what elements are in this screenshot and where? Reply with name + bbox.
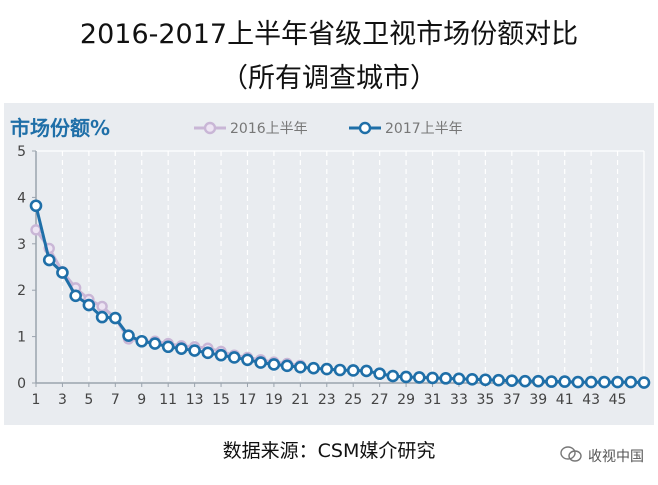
data-point-2017 bbox=[558, 375, 571, 388]
data-point-2017 bbox=[518, 374, 532, 388]
data-point-2017 bbox=[360, 364, 373, 378]
x-tick-label: 1 bbox=[32, 392, 41, 408]
data-point-2017 bbox=[479, 373, 492, 387]
data-point-2017 bbox=[56, 266, 69, 279]
data-point-2017 bbox=[426, 371, 439, 385]
series-line-2017 bbox=[34, 205, 645, 384]
data-point-2017 bbox=[439, 372, 453, 385]
x-tick-label: 43 bbox=[582, 392, 600, 408]
data-point-2017 bbox=[148, 337, 162, 350]
data-point-2017 bbox=[95, 310, 109, 324]
x-tick-label: 17 bbox=[239, 392, 257, 408]
data-point-2017 bbox=[637, 376, 651, 389]
data-point-2017 bbox=[42, 253, 56, 267]
data-point-2017 bbox=[624, 375, 638, 389]
data-point-2017 bbox=[545, 375, 558, 388]
legend-marker-2016 bbox=[203, 121, 217, 135]
x-tick-label: 41 bbox=[556, 392, 574, 408]
x-tick-label: 11 bbox=[159, 392, 177, 408]
x-tick-label: 3 bbox=[58, 392, 67, 408]
data-point-2017 bbox=[122, 329, 135, 342]
data-point-2017 bbox=[373, 367, 386, 381]
data-point-2017 bbox=[175, 342, 188, 355]
data-point-2017 bbox=[29, 199, 43, 213]
data-point-2017 bbox=[386, 369, 400, 383]
data-source: 数据来源：CSM媒介研究 bbox=[222, 440, 436, 462]
data-point-2017 bbox=[584, 375, 598, 389]
data-point-2017 bbox=[465, 372, 479, 386]
x-tick-label: 33 bbox=[450, 392, 468, 408]
x-tick-label: 9 bbox=[137, 392, 146, 408]
wechat-icon bbox=[560, 446, 582, 466]
y-tick-label: 0 bbox=[17, 376, 26, 392]
x-tick-label: 21 bbox=[291, 392, 309, 408]
x-tick-label: 13 bbox=[186, 392, 204, 408]
data-point-2017 bbox=[307, 361, 320, 375]
x-tick-label: 45 bbox=[609, 392, 627, 408]
data-point-2017 bbox=[399, 370, 413, 384]
watermark: 收视中国 bbox=[560, 446, 644, 466]
data-point-2017 bbox=[294, 360, 307, 374]
x-tick-label: 19 bbox=[265, 392, 283, 408]
data-point-2017 bbox=[227, 351, 241, 364]
data-point-2017 bbox=[82, 298, 96, 312]
legend: 2016上半年 2017上半年 bbox=[194, 121, 463, 137]
x-tick-label: 37 bbox=[503, 392, 521, 408]
x-tick-label: 5 bbox=[84, 392, 93, 408]
data-point-2017 bbox=[188, 344, 201, 357]
data-point-2017 bbox=[492, 373, 505, 387]
data-point-2017 bbox=[531, 374, 545, 388]
x-tick-label: 7 bbox=[111, 392, 120, 408]
data-point-2017 bbox=[320, 362, 334, 376]
data-point-2017 bbox=[135, 334, 149, 348]
data-point-2017 bbox=[69, 289, 82, 303]
data-point-2017 bbox=[571, 375, 585, 389]
data-point-2017 bbox=[201, 346, 215, 360]
data-point-2017 bbox=[505, 374, 519, 387]
legend-marker-2017 bbox=[358, 121, 372, 135]
data-point-2017 bbox=[598, 375, 611, 389]
x-tick-label: 39 bbox=[529, 392, 547, 408]
data-point-2017 bbox=[413, 371, 426, 384]
data-point-2017 bbox=[241, 353, 254, 367]
legend-label-2017: 2017上半年 bbox=[385, 121, 463, 137]
grid-layer bbox=[35, 150, 645, 383]
x-tick-label: 31 bbox=[424, 392, 442, 408]
y-tick-label: 4 bbox=[17, 190, 26, 206]
data-point-2017 bbox=[333, 363, 347, 377]
data-point-2016 bbox=[30, 224, 42, 236]
chart-panel: 0 1 2 3 4 5 1 3 5 7 9 11 13 15 17 19 21 23 25 27 29 31 33 35 37 3… bbox=[4, 103, 654, 425]
data-point-2017 bbox=[161, 340, 175, 354]
x-tick-label: 27 bbox=[371, 392, 389, 408]
x-tick-label: 15 bbox=[212, 392, 230, 408]
x-tick-label: 25 bbox=[344, 392, 362, 408]
data-point-2017 bbox=[267, 358, 281, 371]
data-point-2017 bbox=[214, 348, 228, 362]
data-point-2017 bbox=[280, 359, 294, 373]
watermark-text: 收视中国 bbox=[588, 449, 644, 465]
y-tick-label: 5 bbox=[17, 144, 26, 160]
chart-heading: 市场份额% bbox=[10, 116, 110, 140]
data-point-2017 bbox=[346, 364, 360, 377]
x-tick-label: 29 bbox=[397, 392, 415, 408]
y-tick-label: 2 bbox=[17, 283, 26, 299]
y-tick-label: 3 bbox=[17, 237, 26, 253]
x-tick-label: 23 bbox=[318, 392, 336, 408]
x-tick-label: 35 bbox=[476, 392, 494, 408]
chart-subtitle: （所有调查城市） bbox=[221, 63, 437, 94]
y-tick-label: 1 bbox=[17, 330, 26, 346]
data-point-2017 bbox=[254, 356, 267, 369]
data-point-2017 bbox=[109, 311, 122, 325]
data-point-2017 bbox=[452, 372, 466, 386]
data-point-2017 bbox=[611, 375, 624, 389]
chart-title: 2016-2017上半年省级卫视市场份额对比 bbox=[79, 19, 579, 50]
series-layer bbox=[29, 199, 651, 389]
data-point-2016 bbox=[96, 300, 108, 313]
legend-label-2016: 2016上半年 bbox=[230, 121, 308, 137]
